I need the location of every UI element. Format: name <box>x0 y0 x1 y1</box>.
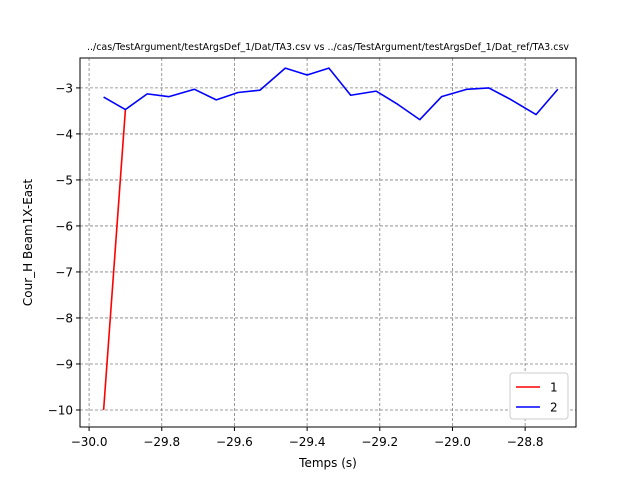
y-tick-label: −6 <box>55 219 73 233</box>
y-tick-label: −5 <box>55 173 73 187</box>
legend-label-1: 1 <box>550 381 558 395</box>
y-tick-label: −4 <box>55 127 73 141</box>
x-tick-label: −29.8 <box>143 435 180 449</box>
legend-label-2: 2 <box>550 401 558 415</box>
y-tick-label: −10 <box>48 403 73 417</box>
y-tick-label: −8 <box>55 311 73 325</box>
plot-area <box>80 58 576 427</box>
series-group <box>102 67 559 411</box>
x-axis: −30.0 −29.8 −29.6 −29.4 −29.2 −29.0 −28.8 <box>71 427 544 449</box>
series-line-1 <box>102 109 127 411</box>
x-tick-label: −29.4 <box>289 435 326 449</box>
y-axis-label: Cour_H Beam1X-East <box>21 179 35 307</box>
series-line-2 <box>103 67 559 121</box>
x-tick-label: −29.0 <box>434 435 471 449</box>
y-axis: −10 −9 −8 −7 −6 −5 −4 −3 <box>48 81 80 417</box>
y-tick-label: −3 <box>55 81 73 95</box>
x-axis-label: Temps (s) <box>298 456 357 470</box>
y-tick-label: −7 <box>55 265 73 279</box>
plot-frame <box>79 57 577 428</box>
grid <box>80 58 576 427</box>
x-tick-label: −28.8 <box>507 435 544 449</box>
legend: 12 <box>509 372 569 420</box>
x-tick-label: −30.0 <box>71 435 108 449</box>
y-tick-label: −9 <box>55 357 73 371</box>
chart-title: ../cas/TestArgument/testArgsDef_1/Dat/TA… <box>87 42 569 53</box>
x-tick-label: −29.6 <box>216 435 253 449</box>
x-tick-label: −29.2 <box>361 435 398 449</box>
legend-box <box>509 372 569 420</box>
